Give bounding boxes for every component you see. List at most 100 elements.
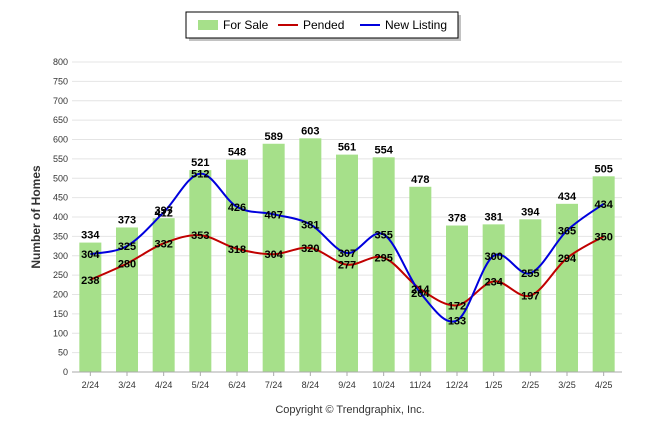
legend: For Sale Pended New Listing xyxy=(185,11,461,41)
y-tick-label: 300 xyxy=(53,251,68,261)
legend-label-pended: Pended xyxy=(303,18,344,32)
y-tick-label: 350 xyxy=(53,231,68,241)
y-tick-label: 750 xyxy=(53,76,68,86)
data-label-new-listing: 255 xyxy=(521,268,539,280)
y-tick-label: 400 xyxy=(53,212,68,222)
x-tick-label: 12/24 xyxy=(446,380,469,390)
legend-label-for-sale: For Sale xyxy=(223,18,269,32)
bar-for-sale xyxy=(372,157,395,372)
y-tick-label: 500 xyxy=(53,173,68,183)
data-label-new-listing: 355 xyxy=(374,229,392,241)
data-label-for-sale: 521 xyxy=(191,157,209,169)
data-label-new-listing: 304 xyxy=(81,249,100,261)
data-label-pended: 332 xyxy=(154,238,172,250)
data-label-pended: 197 xyxy=(521,291,539,303)
data-label-for-sale: 589 xyxy=(264,131,282,143)
y-tick-label: 150 xyxy=(53,309,68,319)
data-label-pended: 353 xyxy=(191,230,209,242)
data-label-new-listing: 434 xyxy=(594,199,613,211)
data-label-new-listing: 325 xyxy=(118,241,136,253)
bar-for-sale xyxy=(299,138,322,372)
data-label-pended: 214 xyxy=(411,284,430,296)
y-tick-label: 800 xyxy=(53,57,68,67)
data-label-new-listing: 381 xyxy=(301,219,319,231)
bar-for-sale xyxy=(336,154,358,372)
legend-swatch-for-sale xyxy=(198,20,218,30)
line-new-listing xyxy=(90,172,605,323)
data-label-pended: 350 xyxy=(594,231,612,243)
bar-for-sale xyxy=(116,227,138,372)
data-label-pended: 280 xyxy=(118,259,136,271)
data-label-new-listing: 426 xyxy=(228,202,246,214)
data-label-new-listing: 204 xyxy=(411,288,430,300)
bar-for-sale xyxy=(189,170,212,372)
y-tick-label: 550 xyxy=(53,154,68,164)
x-tick-label: 3/24 xyxy=(118,380,136,390)
data-label-for-sale: 554 xyxy=(374,144,393,156)
y-tick-label: 0 xyxy=(63,367,68,377)
x-tick-label: 9/24 xyxy=(338,380,356,390)
bar-for-sale xyxy=(482,224,505,372)
legend-box xyxy=(185,11,459,39)
bar-for-sale xyxy=(556,203,578,372)
y-tick-label: 50 xyxy=(58,348,68,358)
x-tick-label: 4/25 xyxy=(595,380,613,390)
x-tick-label: 7/24 xyxy=(265,380,283,390)
y-tick-label: 600 xyxy=(53,135,68,145)
data-label-new-listing: 412 xyxy=(154,207,172,219)
data-label-for-sale: 561 xyxy=(338,142,356,154)
bar-for-sale xyxy=(152,218,175,372)
bar-for-sale xyxy=(262,143,285,372)
y-tick-label: 200 xyxy=(53,290,68,300)
x-tick-label: 8/24 xyxy=(302,380,320,390)
y-tick-label: 650 xyxy=(53,115,68,125)
data-label-pended: 295 xyxy=(374,253,392,265)
line-pended xyxy=(89,234,605,307)
data-label-pended: 172 xyxy=(448,300,466,312)
data-label-for-sale: 334 xyxy=(81,230,100,242)
data-label-pended: 320 xyxy=(301,243,319,255)
data-label-for-sale: 397 xyxy=(154,205,172,217)
data-label-new-listing: 512 xyxy=(191,169,209,181)
bar-for-sale xyxy=(592,176,615,372)
data-label-for-sale: 548 xyxy=(228,147,246,159)
data-label-for-sale: 505 xyxy=(594,163,612,175)
x-tick-label: 11/24 xyxy=(409,380,431,390)
data-label-for-sale: 373 xyxy=(118,214,136,226)
bar-for-sale xyxy=(409,186,432,372)
data-label-pended: 238 xyxy=(81,275,99,287)
bar-for-sale xyxy=(79,242,102,372)
x-tick-label: 4/24 xyxy=(155,380,173,390)
data-label-pended: 304 xyxy=(264,249,283,261)
data-label-pended: 318 xyxy=(228,244,246,256)
data-label-new-listing: 300 xyxy=(484,251,502,263)
data-label-new-listing: 407 xyxy=(264,209,282,221)
data-label-new-listing: 307 xyxy=(338,248,356,260)
bar-for-sale xyxy=(446,225,468,372)
data-label-for-sale: 378 xyxy=(448,213,466,225)
bar-for-sale xyxy=(226,159,248,372)
x-tick-label: 3/25 xyxy=(558,380,576,390)
x-tick-label: 10/24 xyxy=(372,380,395,390)
y-tick-label: 700 xyxy=(53,96,68,106)
data-label-for-sale: 434 xyxy=(558,191,577,203)
data-label-new-listing: 133 xyxy=(448,315,466,327)
data-label-pended: 294 xyxy=(558,253,577,265)
x-tick-label: 5/24 xyxy=(192,380,210,390)
x-tick-label: 1/25 xyxy=(485,380,503,390)
data-label-for-sale: 478 xyxy=(411,174,429,186)
y-tick-label: 100 xyxy=(53,328,68,338)
data-label-pended: 234 xyxy=(484,276,503,288)
legend-label-new-listing: New Listing xyxy=(385,18,447,32)
x-tick-label: 2/24 xyxy=(82,380,100,390)
copyright-text: Copyright © Trendgraphix, Inc. xyxy=(275,404,424,416)
data-label-for-sale: 381 xyxy=(484,211,502,223)
data-label-pended: 277 xyxy=(338,260,356,272)
y-tick-label: 250 xyxy=(53,270,68,280)
data-label-new-listing: 365 xyxy=(558,226,576,238)
data-label-for-sale: 603 xyxy=(301,125,319,137)
x-tick-label: 6/24 xyxy=(228,380,246,390)
y-axis-label: Number of Homes xyxy=(29,165,43,269)
y-tick-label: 450 xyxy=(53,193,68,203)
